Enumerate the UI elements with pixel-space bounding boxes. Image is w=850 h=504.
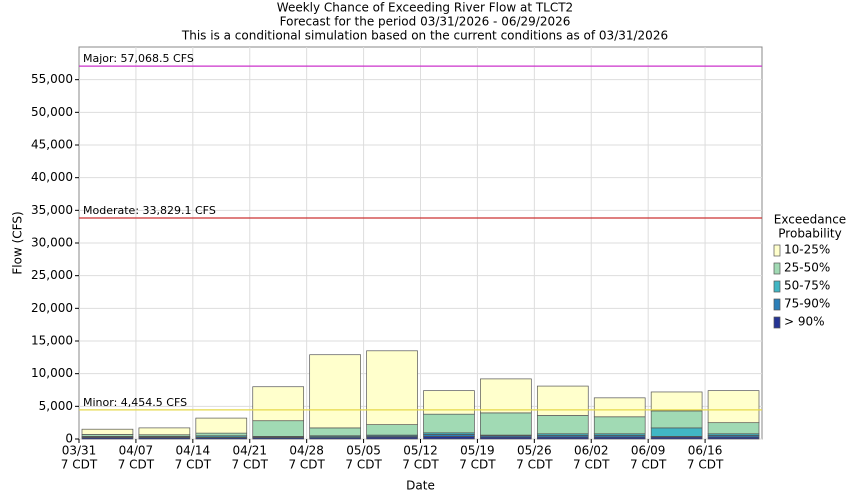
x-tick-label: 7 CDT <box>630 458 667 472</box>
chart-title: Forecast for the period 03/31/2026 - 06/… <box>280 15 571 29</box>
legend-label: 10-25% <box>784 243 830 257</box>
x-tick-label: 04/21 <box>232 444 267 458</box>
bar-segment <box>650 410 703 429</box>
x-tick-label: 7 CDT <box>345 458 382 472</box>
legend-title: Exceedance <box>774 213 846 227</box>
x-tick-label: 06/16 <box>688 444 723 458</box>
bar-segment <box>650 427 703 437</box>
y-tick-label: 0 <box>65 432 73 446</box>
bar-segment <box>252 420 305 437</box>
y-tick-label: 15,000 <box>31 334 73 348</box>
bar-segment <box>138 427 191 436</box>
bar-segment <box>309 427 361 437</box>
y-tick-label: 35,000 <box>31 203 73 217</box>
x-tick-label: 04/28 <box>289 444 324 458</box>
y-tick-label: 20,000 <box>31 301 73 315</box>
legend-swatch <box>773 244 781 257</box>
bar-segment <box>650 391 703 412</box>
y-tick-label: 55,000 <box>31 72 73 86</box>
bar-segment <box>81 428 134 435</box>
bar-segment <box>707 422 760 435</box>
x-tick-label: 7 CDT <box>288 458 325 472</box>
x-tick-label: 7 CDT <box>232 458 269 472</box>
bar-segment <box>480 412 532 436</box>
y-tick-label: 10,000 <box>31 366 73 380</box>
x-tick-label: 06/02 <box>574 444 609 458</box>
legend-swatch <box>773 298 781 311</box>
x-tick-label: 7 CDT <box>687 458 724 472</box>
x-tick-label: 7 CDT <box>516 458 553 472</box>
x-axis-label: Date <box>406 479 435 493</box>
x-tick-label: 7 CDT <box>118 458 155 472</box>
x-tick-label: 7 CDT <box>175 458 212 472</box>
x-tick-label: 05/12 <box>403 444 438 458</box>
bar-segment <box>423 436 475 440</box>
x-tick-label: 05/19 <box>460 444 495 458</box>
bar-segment <box>480 378 532 414</box>
legend-swatch <box>773 262 781 275</box>
y-tick-label: 40,000 <box>31 170 73 184</box>
bar-segment <box>195 417 248 434</box>
bar-segment <box>707 390 760 424</box>
bar-segment <box>423 413 475 434</box>
y-axis-label: Flow (CFS) <box>11 211 25 274</box>
y-tick-label: 45,000 <box>31 138 73 152</box>
y-tick-label: 25,000 <box>31 268 73 282</box>
legend-swatch <box>773 280 781 293</box>
y-tick-label: 50,000 <box>31 105 73 119</box>
bar-segment <box>536 415 589 435</box>
x-tick-label: 03/31 <box>62 444 97 458</box>
x-tick-label: 7 CDT <box>459 458 496 472</box>
bar-segment <box>366 350 418 425</box>
legend-label: > 90% <box>784 315 825 329</box>
threshold-label: Moderate: 33,829.1 CFS <box>83 204 216 217</box>
legend-swatch <box>773 316 781 329</box>
legend-label: 75-90% <box>784 297 830 311</box>
x-tick-label: 7 CDT <box>573 458 610 472</box>
bar-segment <box>366 424 418 436</box>
y-tick-label: 30,000 <box>31 236 73 250</box>
chart-title: Weekly Chance of Exceeding River Flow at… <box>277 1 573 15</box>
bar-segment <box>536 385 589 416</box>
bar-segment <box>593 416 646 435</box>
x-tick-label: 04/14 <box>176 444 211 458</box>
legend-label: 25-50% <box>784 261 830 275</box>
x-tick-label: 04/07 <box>119 444 154 458</box>
x-tick-label: 05/05 <box>346 444 381 458</box>
bar-segment <box>423 390 475 415</box>
chart-title: This is a conditional simulation based o… <box>181 29 668 43</box>
bar-segment <box>593 397 646 418</box>
bar-segment <box>252 386 305 422</box>
x-tick-label: 05/26 <box>517 444 552 458</box>
x-tick-label: 06/09 <box>631 444 666 458</box>
legend-label: 50-75% <box>784 279 830 293</box>
y-tick-label: 5,000 <box>39 399 73 413</box>
x-tick-label: 7 CDT <box>61 458 98 472</box>
threshold-label: Major: 57,068.5 CFS <box>83 52 194 65</box>
bar-segment <box>195 432 248 437</box>
x-tick-label: 7 CDT <box>402 458 439 472</box>
bar-segment <box>309 354 361 429</box>
threshold-label: Minor: 4,454.5 CFS <box>83 396 187 409</box>
legend-title: Probability <box>778 227 841 241</box>
